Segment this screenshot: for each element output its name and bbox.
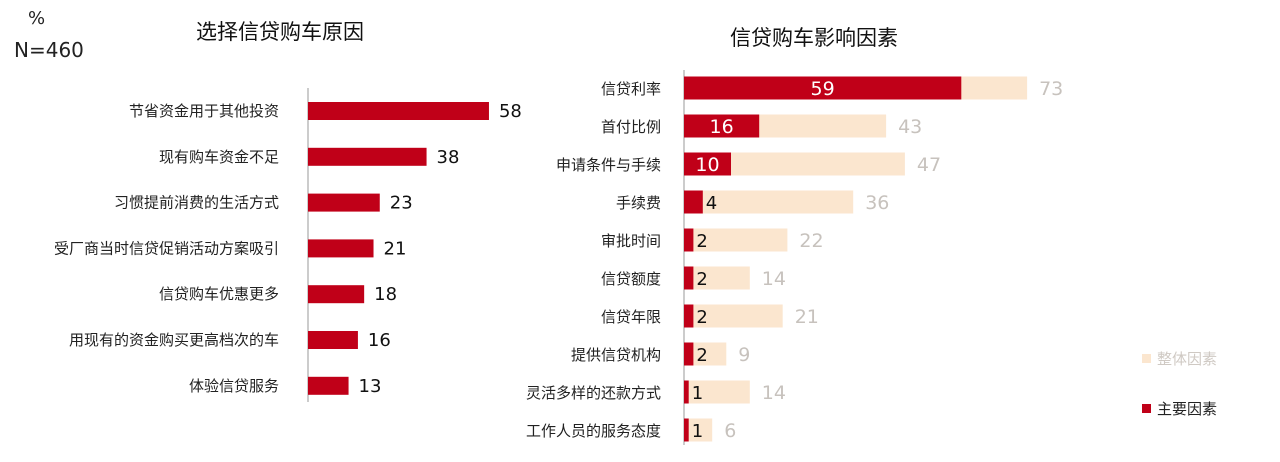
overall-value-label: 47 <box>917 154 941 176</box>
legend-overall-swatch <box>1142 354 1151 363</box>
legend-overall: 整体因素 <box>1142 348 1217 369</box>
overall-bar <box>684 190 854 214</box>
right-category-label: 信贷年限 <box>601 308 661 326</box>
left-category-label: 用现有的资金购买更高档次的车 <box>69 331 279 349</box>
right-chart-title: 信贷购车影响因素 <box>730 26 898 50</box>
right-category-label: 提供信贷机构 <box>571 346 661 364</box>
main-bar <box>684 190 703 214</box>
main-bar <box>684 380 689 404</box>
right-category-label: 手续费 <box>616 194 661 212</box>
main-value-label: 59 <box>811 78 835 100</box>
left-category-label: 体验信贷服务 <box>189 377 279 395</box>
left-value-label: 21 <box>384 238 407 259</box>
main-bar <box>684 76 962 100</box>
overall-bar <box>684 266 750 290</box>
overall-value-label: 36 <box>865 192 889 214</box>
overall-bar <box>684 304 783 328</box>
left-bar <box>308 147 427 166</box>
overall-value-label: 14 <box>762 382 786 404</box>
left-category-label: 现有购车资金不足 <box>159 148 279 166</box>
main-bar <box>684 152 731 176</box>
sample-size-label: N=460 <box>14 38 84 62</box>
legend-overall-label: 整体因素 <box>1157 350 1218 368</box>
main-value-label: 1 <box>692 421 703 442</box>
overall-value-label: 14 <box>762 268 786 290</box>
main-value-label: 16 <box>710 116 734 138</box>
main-bar <box>684 304 694 328</box>
main-bar <box>684 114 760 138</box>
right-category-label: 灵活多样的还款方式 <box>526 384 661 402</box>
left-chart-title: 选择信贷购车原因 <box>196 20 364 44</box>
main-value-label: 1 <box>692 383 703 404</box>
overall-bar <box>684 342 727 366</box>
main-value-label: 2 <box>696 307 707 328</box>
main-bar <box>684 266 694 290</box>
left-value-label: 23 <box>390 193 413 214</box>
overall-bar <box>684 380 750 404</box>
left-bar <box>308 239 374 258</box>
overall-value-label: 73 <box>1039 78 1063 100</box>
right-category-label: 信贷利率 <box>601 80 661 98</box>
legend-main-swatch <box>1142 404 1151 413</box>
overall-value-label: 6 <box>724 420 736 442</box>
left-category-label: 信贷购车优惠更多 <box>159 285 279 303</box>
main-value-label: 2 <box>696 345 707 366</box>
left-bar <box>308 331 358 349</box>
overall-value-label: 21 <box>795 306 819 328</box>
legend-main: 主要因素 <box>1142 398 1217 419</box>
main-bar <box>684 418 689 442</box>
main-value-label: 4 <box>706 193 717 214</box>
main-value-label: 2 <box>696 231 707 252</box>
left-value-label: 18 <box>374 284 397 305</box>
left-bar <box>308 285 365 304</box>
overall-bar <box>684 152 905 176</box>
overall-value-label: 9 <box>738 344 750 366</box>
left-value-label: 13 <box>359 376 382 397</box>
left-bar <box>308 102 489 120</box>
main-bar <box>684 342 694 366</box>
right-category-label: 工作人员的服务态度 <box>526 422 661 440</box>
left-value-label: 38 <box>437 147 460 168</box>
left-category-label: 节省资金用于其他投资 <box>129 102 279 120</box>
overall-bar <box>684 228 788 252</box>
legend-main-label: 主要因素 <box>1157 400 1218 418</box>
left-bar <box>308 193 380 212</box>
main-value-label: 10 <box>695 154 719 176</box>
unit-label: % <box>28 8 46 29</box>
overall-value-label: 22 <box>799 230 823 252</box>
left-category-label: 习惯提前消费的生活方式 <box>114 194 279 212</box>
right-category-label: 申请条件与手续 <box>556 156 661 174</box>
overall-value-label: 43 <box>898 116 922 138</box>
left-category-label: 受厂商当时信贷促销活动方案吸引 <box>54 239 279 257</box>
right-category-label: 首付比例 <box>601 118 661 136</box>
left-value-label: 16 <box>368 330 391 351</box>
main-value-label: 2 <box>696 269 707 290</box>
right-category-label: 审批时间 <box>601 232 661 250</box>
left-value-label: 58 <box>499 101 522 122</box>
right-category-label: 信贷额度 <box>601 270 661 288</box>
overall-bar <box>684 418 713 442</box>
main-bar <box>684 228 694 252</box>
left-bar <box>308 376 349 395</box>
